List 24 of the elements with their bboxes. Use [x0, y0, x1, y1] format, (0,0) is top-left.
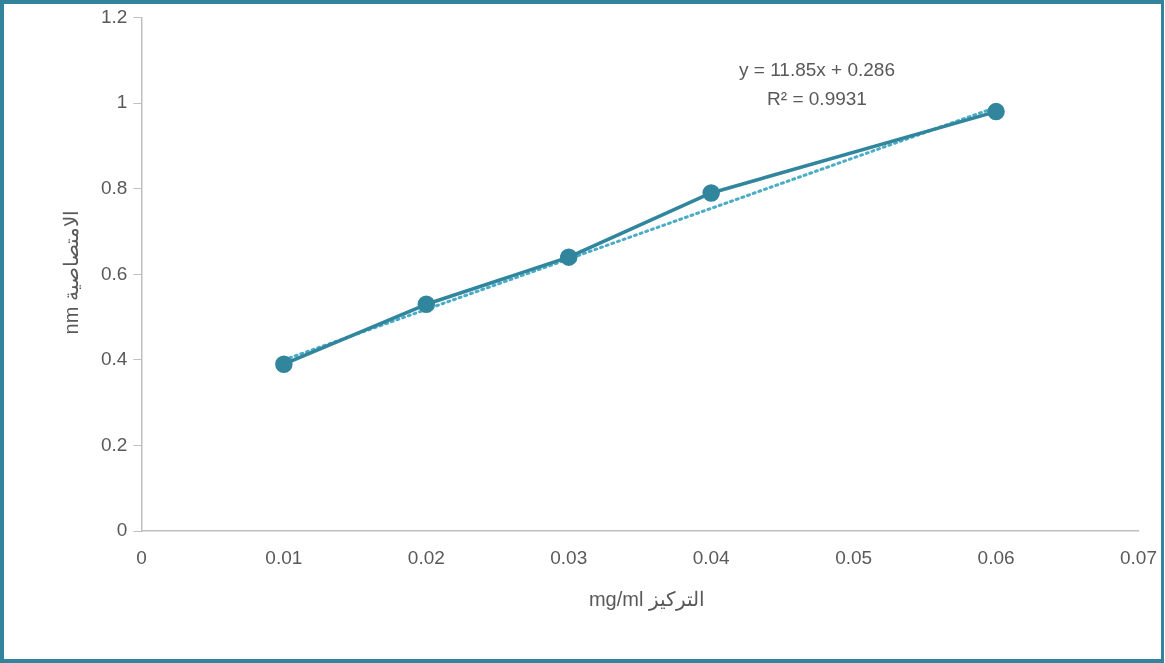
x-axis-title: التركيز mg/ml [588, 587, 705, 611]
y-tick-label: 0.4 [100, 348, 128, 370]
y-tick-label: 1 [116, 91, 128, 113]
y-axis-title: الامتصاصية nm [59, 210, 82, 335]
annotation: R² = 0.9931 [767, 88, 867, 110]
y-tick-label: 0 [116, 519, 128, 541]
x-tick-label: 0.04 [692, 546, 731, 568]
point [417, 295, 436, 314]
y-tick-label: 0.8 [100, 176, 128, 198]
annotation: y = 11.85x + 0.286 [739, 59, 895, 81]
point [702, 184, 720, 202]
x-tick-label: 0.02 [407, 546, 445, 568]
y-tick-label: 0.6 [100, 262, 128, 284]
point [275, 355, 293, 373]
x-tick-label: 0 [136, 546, 147, 568]
y-tick-label: 0.2 [100, 433, 128, 455]
x-tick-label: 0.01 [265, 546, 303, 568]
x-tick-label: 0.07 [1120, 546, 1157, 568]
x-tick-label: 0.03 [550, 546, 588, 568]
x-tick-label: 0.05 [835, 546, 873, 568]
y-tick-label: 1.2 [100, 5, 128, 27]
point [559, 248, 578, 266]
point [987, 102, 1005, 121]
x-tick-label: 0.06 [977, 546, 1015, 568]
